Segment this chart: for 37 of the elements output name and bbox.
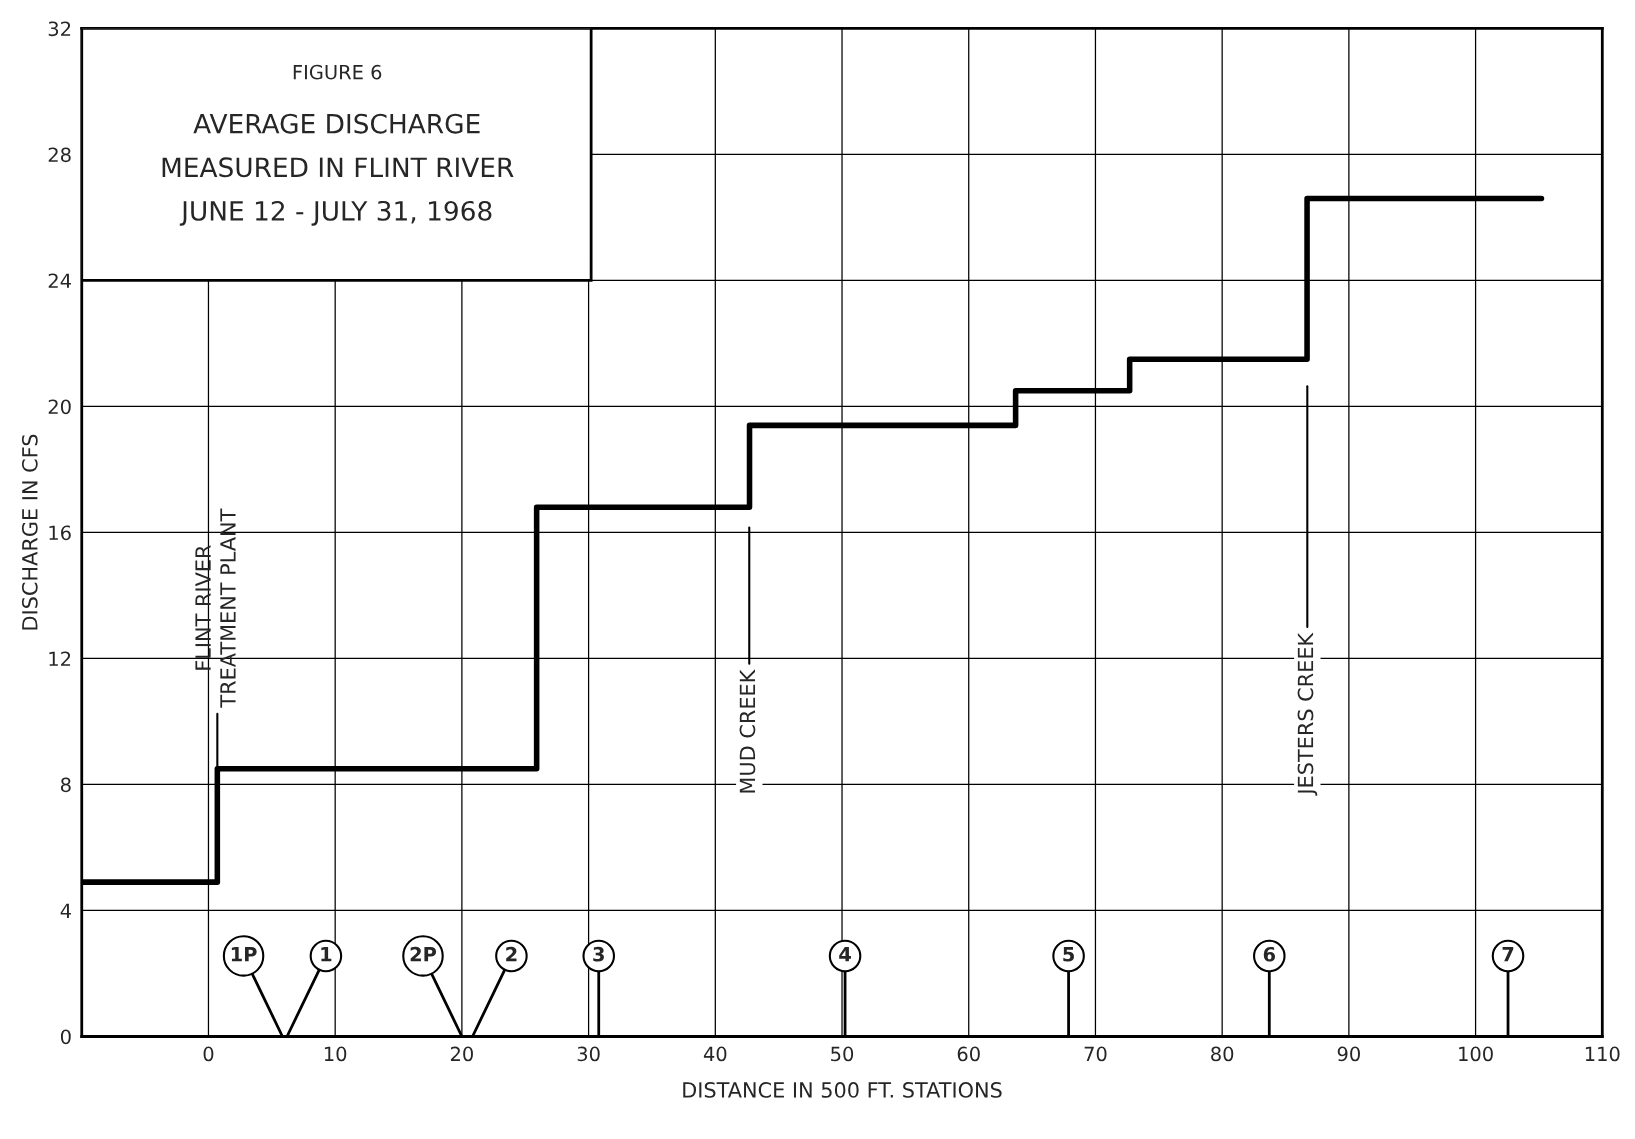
annotation: 1P xyxy=(231,947,257,962)
x-axis-title: DISTANCE IN 500 FT. STATIONS xyxy=(683,1082,1002,1098)
x-tick-label: 0 xyxy=(203,1046,214,1062)
x-tick-label: 70 xyxy=(1084,1046,1107,1062)
x-tick-label: 30 xyxy=(577,1046,600,1062)
y-tick-label: 16 xyxy=(49,525,71,541)
text: FIGURE 6 xyxy=(293,64,382,80)
y-tick-label: 0 xyxy=(60,1029,71,1045)
annotation: 1 xyxy=(321,947,332,962)
text: AVERAGE DISCHARGE MEASURED IN FLINT RIVER JUNE 12 - JULY 31, 1968 xyxy=(162,113,514,226)
y-tick-label: 24 xyxy=(48,273,71,288)
annotation: 5 xyxy=(1063,947,1074,962)
y-tick-label: 8 xyxy=(60,777,71,793)
y-tick-label: 20 xyxy=(48,399,71,415)
annotation: 4 xyxy=(839,947,851,962)
x-tick-label: 90 xyxy=(1337,1046,1360,1062)
y-tick-label: 12 xyxy=(49,651,71,666)
annotation: 3 xyxy=(593,946,604,962)
x-tick-label: 40 xyxy=(703,1046,727,1062)
annotation: 6 xyxy=(1263,946,1276,962)
y-axis-title: DISCHARGE IN CFS xyxy=(21,434,38,630)
x-tick-label: 10 xyxy=(324,1046,347,1062)
annotation: 2P xyxy=(410,946,437,962)
y-tick-label: 4 xyxy=(60,903,71,918)
x-tick-label: 50 xyxy=(831,1046,854,1062)
annotation: JESTERS CREEK xyxy=(1297,632,1318,796)
x-tick-label: 100 xyxy=(1459,1046,1493,1062)
annotation: 2 xyxy=(506,946,517,962)
y-tick-label: 32 xyxy=(48,21,71,37)
annotation: FLINT RIVER TREATMENT PLANT xyxy=(195,508,236,708)
y-tick-label: 28 xyxy=(48,147,71,163)
x-tick-label: 80 xyxy=(1211,1046,1234,1062)
annotation: 7 xyxy=(1502,947,1514,962)
annotation: MUD CREEK xyxy=(739,669,756,793)
x-tick-label: 60 xyxy=(957,1046,980,1062)
x-tick-label: 20 xyxy=(450,1046,473,1062)
x-tick-label: 110 xyxy=(1585,1046,1620,1062)
